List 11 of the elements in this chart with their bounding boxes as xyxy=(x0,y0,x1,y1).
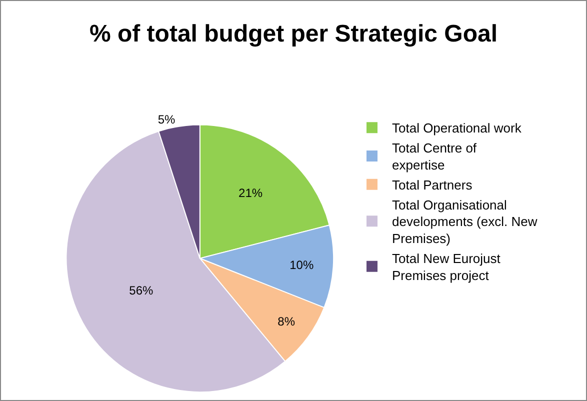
legend-label: Total New Eurojust Premises project xyxy=(392,251,501,283)
data-label: 21% xyxy=(238,186,263,200)
data-label: 8% xyxy=(278,314,296,328)
legend-label: Total Operational work xyxy=(392,120,522,136)
legend-label: Total Partners xyxy=(392,177,473,192)
chart-title: % of total budget per Strategic Goal xyxy=(89,20,498,48)
data-label: 10% xyxy=(290,258,314,272)
legend-label: Total Organisational developments (excl. New Premises) xyxy=(392,197,538,246)
data-label: 56% xyxy=(129,284,154,298)
legend-label: Total Centre of expertise xyxy=(392,140,477,173)
data-label: 5% xyxy=(158,112,176,127)
